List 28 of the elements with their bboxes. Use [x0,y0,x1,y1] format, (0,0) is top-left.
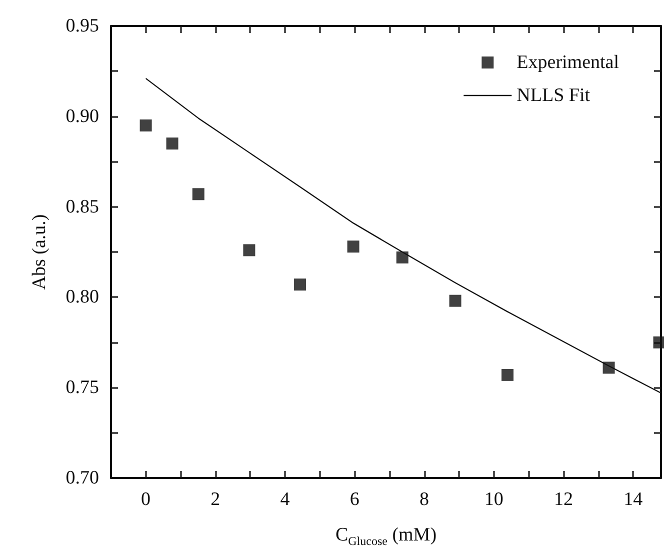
point [140,119,152,132]
y-tick-label: 0.95 [66,16,99,36]
point [192,188,204,200]
x-tick-label: 12 [554,489,574,510]
x-tick-label: 8 [420,489,430,510]
point [449,294,462,307]
point [166,138,178,150]
legend-label: NLLS Fit [516,85,591,106]
point [396,251,408,264]
y-tick-label: 0.90 [66,106,99,127]
x-tick-label: 10 [484,489,504,510]
legend-label: Experimental [516,52,620,73]
x-tick-label: 14 [624,489,644,510]
x-tick-label: 4 [280,489,290,510]
point [653,336,664,348]
y-tick-label: 0.75 [66,377,99,398]
point [347,240,360,253]
point [243,244,256,256]
x-tick-label: 2 [210,489,220,510]
y-tick-label: 0.80 [66,286,99,308]
y-tick-label: 0.70 [66,468,99,488]
x-tick-label: 0 [141,489,151,510]
point [294,278,306,291]
x-tick-label: 6 [350,489,360,510]
point [602,362,615,374]
point [501,368,514,381]
y-tick-label: 0.85 [66,196,99,218]
y-axis-title: Abs (a.u.) [29,214,50,290]
